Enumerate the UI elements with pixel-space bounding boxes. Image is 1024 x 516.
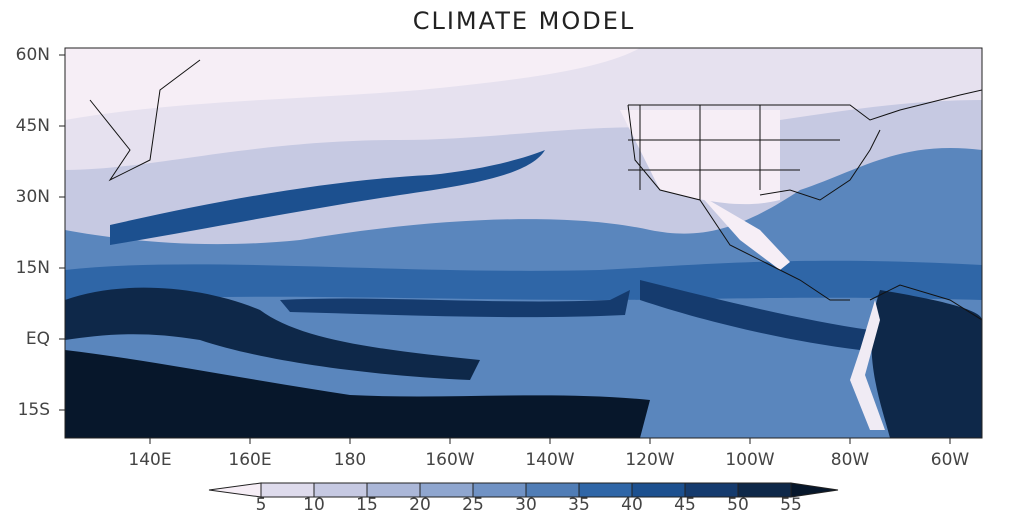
lon-tick-label: 140E bbox=[128, 450, 171, 470]
colorbar-over bbox=[790, 482, 839, 498]
lon-tick-label: 80W bbox=[831, 450, 870, 470]
colorbar-label: 30 bbox=[515, 495, 537, 512]
lat-tick-label: 15S bbox=[18, 400, 50, 420]
lat-tick-label: 30N bbox=[16, 187, 50, 207]
colorbar-label: 5 bbox=[256, 495, 267, 512]
lat-tick-label: 45N bbox=[16, 116, 50, 136]
lon-tick-label: 100W bbox=[725, 450, 774, 470]
colorbar-label: 50 bbox=[727, 495, 749, 512]
lat-tick-label: 60N bbox=[16, 45, 50, 65]
lon-tick-label: 160E bbox=[228, 450, 271, 470]
colorbar-label: 10 bbox=[303, 495, 325, 512]
lon-tick-label: 180 bbox=[334, 450, 366, 470]
lat-axis: 60N 45N 30N 15N EQ 15S bbox=[16, 45, 65, 420]
colorbar: 5 10 15 20 25 30 35 40 45 50 55 bbox=[208, 482, 839, 515]
colorbar-label: 35 bbox=[568, 495, 590, 512]
colorbar-label: 15 bbox=[356, 495, 378, 512]
colorbar-label: 25 bbox=[462, 495, 484, 512]
map-field bbox=[65, 48, 982, 438]
lon-tick-label: 160W bbox=[425, 450, 474, 470]
lon-tick-label: 140W bbox=[525, 450, 574, 470]
colorbar-label: 40 bbox=[621, 495, 643, 512]
lat-tick-label: 15N bbox=[16, 258, 50, 278]
colorbar-label: 20 bbox=[409, 495, 431, 512]
lat-tick-label: EQ bbox=[26, 329, 50, 349]
lon-tick-label: 60W bbox=[931, 450, 970, 470]
colorbar-label: 55 bbox=[780, 495, 802, 512]
map-frame bbox=[64, 47, 983, 439]
title: CLIMATE MODEL bbox=[413, 7, 636, 35]
lon-tick-label: 120W bbox=[625, 450, 674, 470]
lon-axis: 140E 160E 180 160W 140W 120W 100W 80W 60W bbox=[128, 438, 969, 470]
colorbar-label: 45 bbox=[674, 495, 696, 512]
colorbar-under bbox=[208, 482, 262, 498]
